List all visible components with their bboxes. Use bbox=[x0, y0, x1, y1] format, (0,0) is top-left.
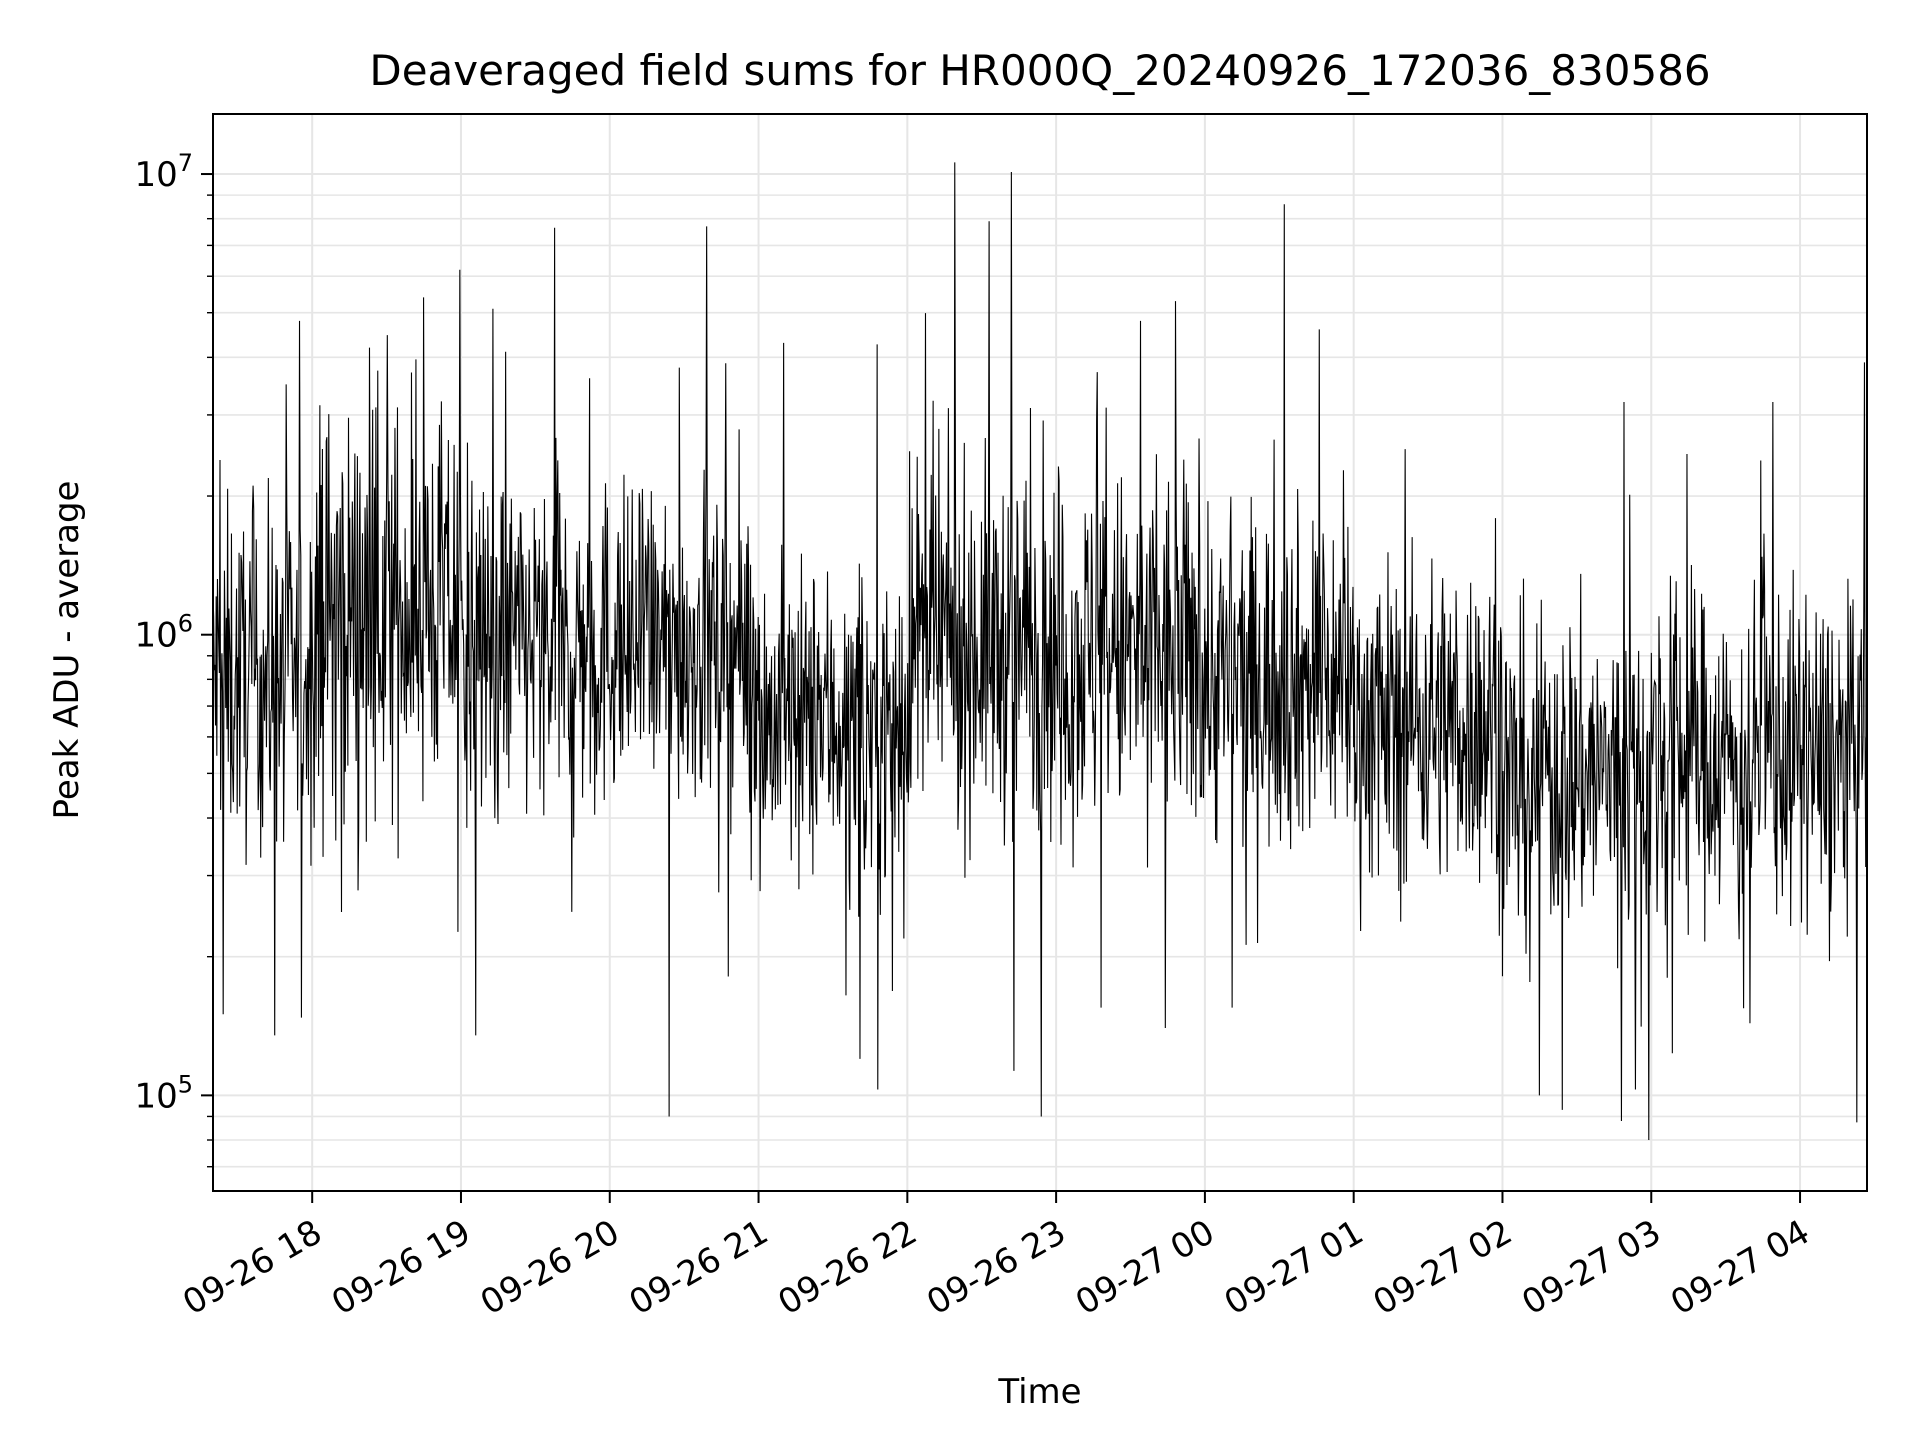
x-axis-label: Time bbox=[997, 1372, 1081, 1412]
series-line bbox=[212, 162, 1868, 1141]
y-tick-label: 107 bbox=[134, 149, 193, 195]
y-axis-label: Peak ADU - average bbox=[47, 481, 87, 820]
plot-area-frame bbox=[212, 113, 1868, 1192]
chart-title: Deaveraged field sums for HR000Q_2024092… bbox=[369, 46, 1710, 95]
y-tick-label: 106 bbox=[134, 610, 193, 656]
y-tick-label: 105 bbox=[134, 1070, 193, 1116]
y-axis: 105 106 107 bbox=[134, 149, 213, 1168]
